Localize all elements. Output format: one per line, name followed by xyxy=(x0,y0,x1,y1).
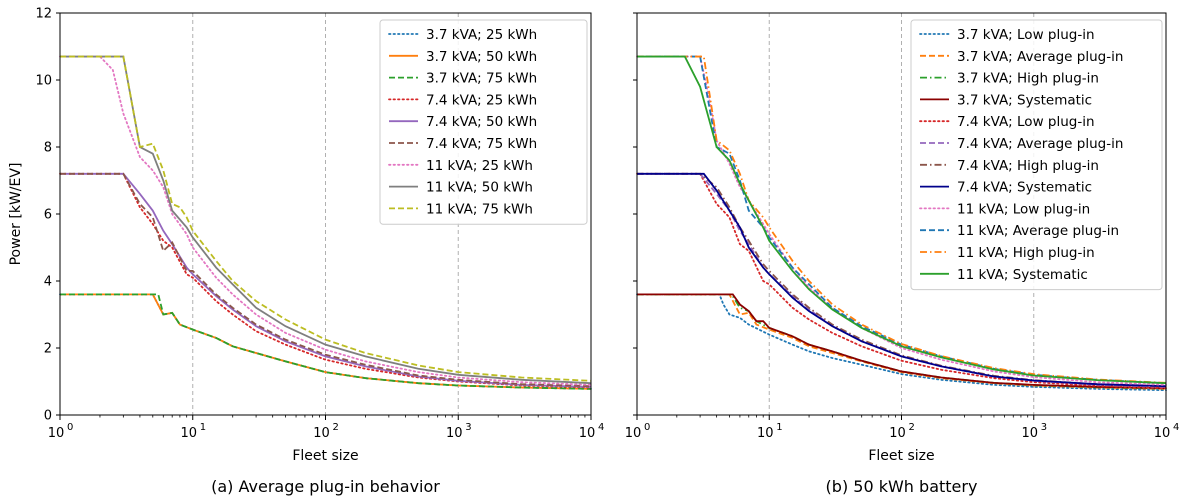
legend-label: 11 kVA; 75 kWh xyxy=(426,201,533,217)
series-line-7 xyxy=(637,172,1167,388)
legend-label: 3.7 kVA; Average plug-in xyxy=(957,49,1123,65)
x-tick-label: 10 0 xyxy=(625,422,651,441)
x-tick-exponent: 1 xyxy=(200,422,206,433)
x-tick-exponent: 4 xyxy=(598,422,604,433)
y-tick-label: 10 xyxy=(35,74,52,89)
legend-label: 11 kVA; Low plug-in xyxy=(957,201,1090,217)
y-tick-label: 8 xyxy=(44,141,52,156)
x-tick-exponent: 1 xyxy=(776,422,782,433)
series-line-4 xyxy=(636,172,1167,390)
series-line-3 xyxy=(637,293,1167,390)
x-tick-label: 10 4 xyxy=(1154,422,1180,441)
legend-label: 3.7 kVA; 50 kWh xyxy=(426,49,537,65)
x-tick-exponent: 4 xyxy=(1173,422,1179,433)
series-line-3 xyxy=(59,172,592,389)
y-tick-label: 4 xyxy=(44,275,52,290)
series-line-11 xyxy=(637,55,1167,385)
legend-label: 7.4 kVA; 50 kWh xyxy=(426,114,537,130)
series-line-5 xyxy=(60,172,592,388)
x-tick-label: 10 1 xyxy=(180,422,206,441)
x-tick-base: 10 xyxy=(1154,426,1171,441)
legend-label: 7.4 kVA; Systematic xyxy=(957,180,1092,196)
y-axis-label: Power [kW/EV] xyxy=(8,163,24,266)
x-tick-label: 10 2 xyxy=(889,422,915,441)
legend-label: 3.7 kVA; 25 kWh xyxy=(426,27,537,43)
series-line-4 xyxy=(60,172,592,388)
legend-box xyxy=(379,19,588,225)
legend-label: 11 kVA; Systematic xyxy=(957,267,1088,283)
x-axis-label: Fleet size xyxy=(292,448,358,464)
x-tick-exponent: 2 xyxy=(909,422,915,433)
x-tick-label: 10 1 xyxy=(757,422,783,441)
x-tick-exponent: 3 xyxy=(465,422,471,433)
legend-box xyxy=(910,19,1163,291)
y-tick-label: 0 xyxy=(44,409,52,424)
x-tick-label: 10 3 xyxy=(1021,422,1047,441)
x-tick-exponent: 2 xyxy=(333,422,339,433)
legend-label: 7.4 kVA; Low plug-in xyxy=(957,114,1095,130)
legend-label: 11 kVA; High plug-in xyxy=(957,245,1095,261)
legend-label: 11 kVA; Average plug-in xyxy=(957,223,1119,239)
series-line-10 xyxy=(637,55,1167,384)
series-line-2 xyxy=(60,293,592,390)
x-tick-base: 10 xyxy=(1021,426,1038,441)
legend: 3.7 kVA; Low plug-in 3.7 kVA; Average plu… xyxy=(910,19,1163,291)
legend-label: 7.4 kVA; Average plug-in xyxy=(957,136,1123,152)
series-line-6 xyxy=(59,55,592,386)
x-tick-exponent: 0 xyxy=(644,422,650,433)
x-tick-base: 10 xyxy=(625,426,642,441)
y-tick-label: 6 xyxy=(44,208,52,223)
legend-label: 3.7 kVA; High plug-in xyxy=(957,71,1099,87)
x-tick-base: 10 xyxy=(313,426,330,441)
y-tick-label: 12 xyxy=(35,7,52,22)
x-tick-label: 10 0 xyxy=(48,422,74,441)
x-tick-label: 10 3 xyxy=(446,422,472,441)
x-axis-label: Fleet size xyxy=(868,448,934,464)
x-tick-base: 10 xyxy=(446,426,463,441)
legend-label: 11 kVA; 25 kWh xyxy=(426,158,533,174)
legend-label: 7.4 kVA; High plug-in xyxy=(957,158,1099,174)
x-tick-exponent: 3 xyxy=(1041,422,1047,433)
x-tick-exponent: 0 xyxy=(67,422,73,433)
x-tick-label: 10 2 xyxy=(313,422,339,441)
series-line-0 xyxy=(636,293,1167,392)
legend-label: 3.7 kVA; Low plug-in xyxy=(957,27,1095,43)
x-tick-base: 10 xyxy=(579,426,596,441)
legend: 3.7 kVA; 25 kWh 3.7 kVA; 50 kWh 3.7 kVA; 7… xyxy=(379,19,588,225)
y-tick-label: 2 xyxy=(44,342,52,357)
legend-label: 3.7 kVA; 75 kWh xyxy=(426,71,537,87)
panel-caption: (a) Average plug-in behavior xyxy=(211,477,440,496)
x-tick-base: 10 xyxy=(48,426,65,441)
x-tick-label: 10 4 xyxy=(579,422,605,441)
x-tick-base: 10 xyxy=(889,426,906,441)
series-line-7 xyxy=(60,55,592,385)
legend-label: 7.4 kVA; 75 kWh xyxy=(426,136,537,152)
legend-label: 11 kVA; 50 kWh xyxy=(426,180,533,196)
legend-label: 3.7 kVA; Systematic xyxy=(957,92,1092,108)
panel-caption: (b) 50 kWh battery xyxy=(826,477,978,496)
x-tick-base: 10 xyxy=(757,426,774,441)
legend-label: 7.4 kVA; 25 kWh xyxy=(426,92,537,108)
series-line-6 xyxy=(637,172,1167,388)
series-line-9 xyxy=(637,55,1167,385)
x-tick-base: 10 xyxy=(180,426,197,441)
